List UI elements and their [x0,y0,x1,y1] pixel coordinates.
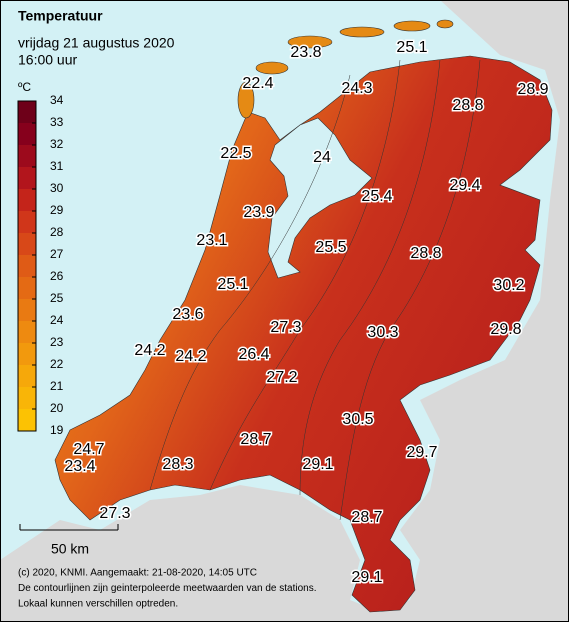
station-value: 24 [313,149,331,166]
legend-tick-label: 19 [50,423,64,437]
legend-tick-label: 23 [50,335,64,349]
station-value: 23.6 [172,306,203,323]
legend-swatch [18,123,36,145]
legend-swatch [18,299,36,321]
legend-swatch [18,409,36,431]
legend-swatch [18,277,36,299]
station-value: 24.2 [175,348,206,365]
station-value: 28.8 [452,97,483,114]
station-value: 29.4 [449,177,480,194]
station-value: 29.1 [351,569,382,586]
station-value: 23.9 [243,204,274,221]
legend-swatch [18,343,36,365]
scale-label: 50 km [51,541,89,557]
legend-tick-label: 30 [50,181,64,195]
legend-swatch [18,101,36,123]
legend-tick-label: 34 [50,93,64,107]
legend-tick-label: 28 [50,225,64,239]
station-value: 27.3 [99,505,130,522]
legend-swatch [18,189,36,211]
station-value: 24.7 [73,441,104,458]
date: vrijdag 21 augustus 2020 [18,35,175,51]
contour-lines [149,59,481,521]
legend-tick-label: 26 [50,269,64,283]
station-value: 30.3 [367,324,398,341]
legend-unit: ºC [18,80,31,94]
station-value: 28.7 [351,509,382,526]
time: 16:00 uur [18,52,77,68]
legend-swatch [18,167,36,189]
ijsselmeer [267,117,373,279]
netherlands [54,55,553,613]
station-value: 23.4 [64,458,95,475]
legend-tick-label: 22 [50,357,64,371]
legend-tick-label: 29 [50,203,64,217]
legend-tick-label: 25 [50,291,64,305]
legend-tick-label: 20 [50,401,64,415]
legend-swatch [18,233,36,255]
legend-swatch [18,321,36,343]
station-value: 29.8 [490,321,521,338]
footer-line: De contourlijnen zijn geinterpoleerde me… [18,583,317,594]
station-value: 28.9 [517,81,548,98]
legend-swatch [18,145,36,167]
station-value: 25.5 [315,239,346,256]
station-value: 28.8 [410,245,441,262]
legend-swatch [18,255,36,277]
title: Temperatuur [18,8,103,24]
legend-tick-label: 24 [50,313,64,327]
station-value: 22.4 [242,75,273,92]
legend-tick-label: 21 [50,379,64,393]
station-value: 27.3 [270,319,301,336]
station-value: 29.1 [302,456,333,473]
station-value: 26.4 [238,346,269,363]
station-value: 25.1 [396,39,427,56]
station-value: 25.4 [361,188,392,205]
station-value: 30.2 [493,277,524,294]
footer-line: (c) 2020, KNMI. Aangemaakt: 21-08-2020, … [18,568,257,579]
legend-frame [17,100,37,432]
station-value: 23.8 [290,44,321,61]
legend-tick-label: 27 [50,247,64,261]
station-value: 28.3 [162,456,193,473]
station-value: 24.2 [134,342,165,359]
legend-swatch [18,211,36,233]
legend-tick-label: 32 [50,137,64,151]
station-value: 25.1 [217,276,248,293]
wadden-islands [237,19,454,119]
station-value: 29.7 [406,444,437,461]
legend-tick-label: 31 [50,159,64,173]
station-value: 23.1 [196,232,227,249]
station-value: 30.5 [342,411,373,428]
station-value: 28.7 [240,431,271,448]
footer-line: Lokaal kunnen verschillen optreden. [18,599,178,610]
legend-swatch [18,365,36,387]
legend-tick-label: 33 [50,115,64,129]
station-value: 22.5 [220,145,251,162]
station-value: 27.2 [266,369,297,386]
legend-swatch [18,387,36,409]
station-value: 24.3 [341,80,372,97]
